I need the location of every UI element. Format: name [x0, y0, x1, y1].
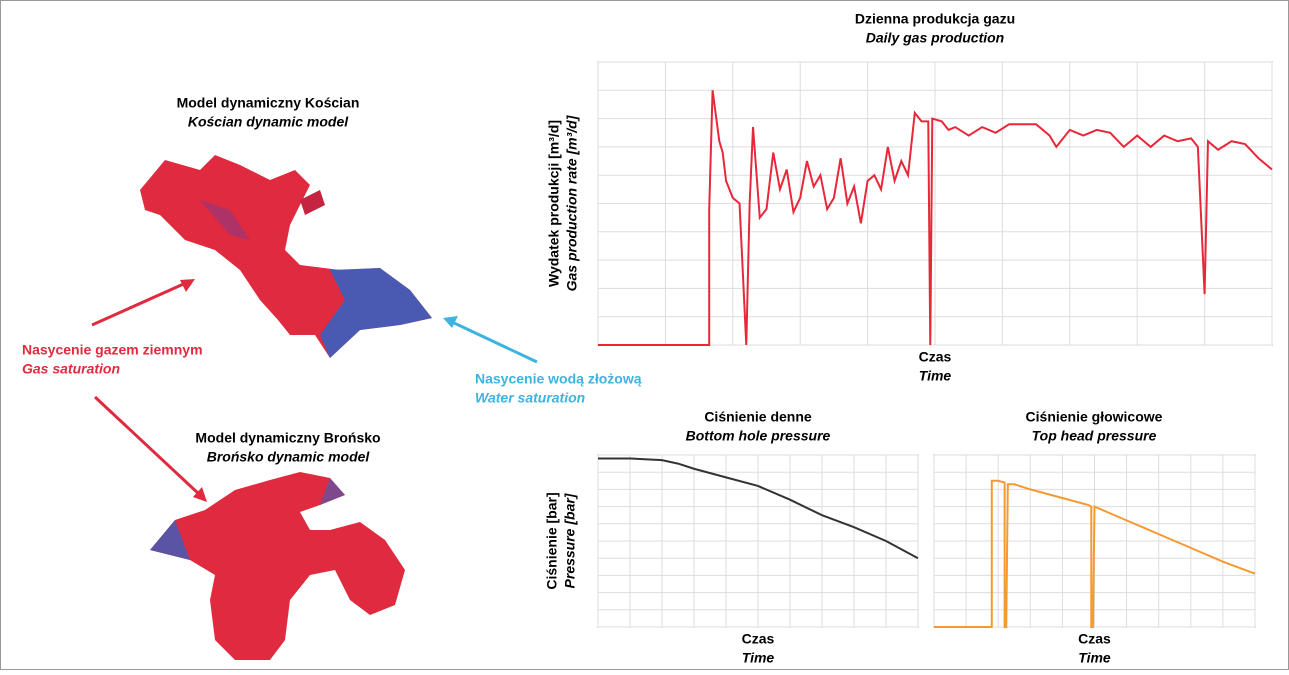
y-axis-label: Wydatek produkcji [m³/d]	[546, 120, 562, 287]
chart-title: Ciśnienie głowicowe	[1026, 409, 1163, 425]
arrows	[91, 279, 538, 502]
koscian-model	[140, 155, 432, 358]
x-axis-sublabel: Time	[742, 650, 775, 666]
annotation-sub: Gas saturation	[22, 361, 120, 377]
chart-subtitle: Bottom hole pressure	[686, 428, 831, 444]
annotation: Nasycenie wodą złożową	[475, 371, 642, 387]
chart-subtitle: Top head pressure	[1032, 428, 1157, 444]
x-axis-sublabel: Time	[919, 368, 952, 384]
y-axis-sublabel: Gas production rate [m³/d]	[564, 114, 580, 291]
bronsko-model	[150, 472, 405, 660]
model-title: Model dynamiczny Brońsko	[195, 430, 380, 446]
x-axis-label: Czas	[919, 349, 952, 365]
chart-title: Ciśnienie denne	[704, 409, 812, 425]
x-axis-sublabel: Time	[1078, 650, 1111, 666]
y-axis-label: Ciśnienie [bar]	[544, 492, 560, 589]
x-axis-label: Czas	[742, 631, 775, 647]
y-axis-sublabel: Pressure [bar]	[562, 492, 578, 588]
model-title: Model dynamiczny Kościan	[177, 95, 360, 111]
model-subtitle: Kościan dynamic model	[188, 114, 349, 130]
x-axis-label: Czas	[1078, 631, 1111, 647]
data-line	[598, 457, 919, 560]
chart-title: Dzienna produkcja gazu	[855, 11, 1015, 27]
annotation: Nasycenie gazem ziemnym	[22, 342, 203, 358]
annotation-sub: Water saturation	[475, 390, 585, 406]
data-line	[598, 90, 1273, 346]
chart-subtitle: Daily gas production	[866, 30, 1004, 46]
data-line	[934, 479, 1256, 628]
model-subtitle: Brońsko dynamic model	[207, 449, 371, 465]
